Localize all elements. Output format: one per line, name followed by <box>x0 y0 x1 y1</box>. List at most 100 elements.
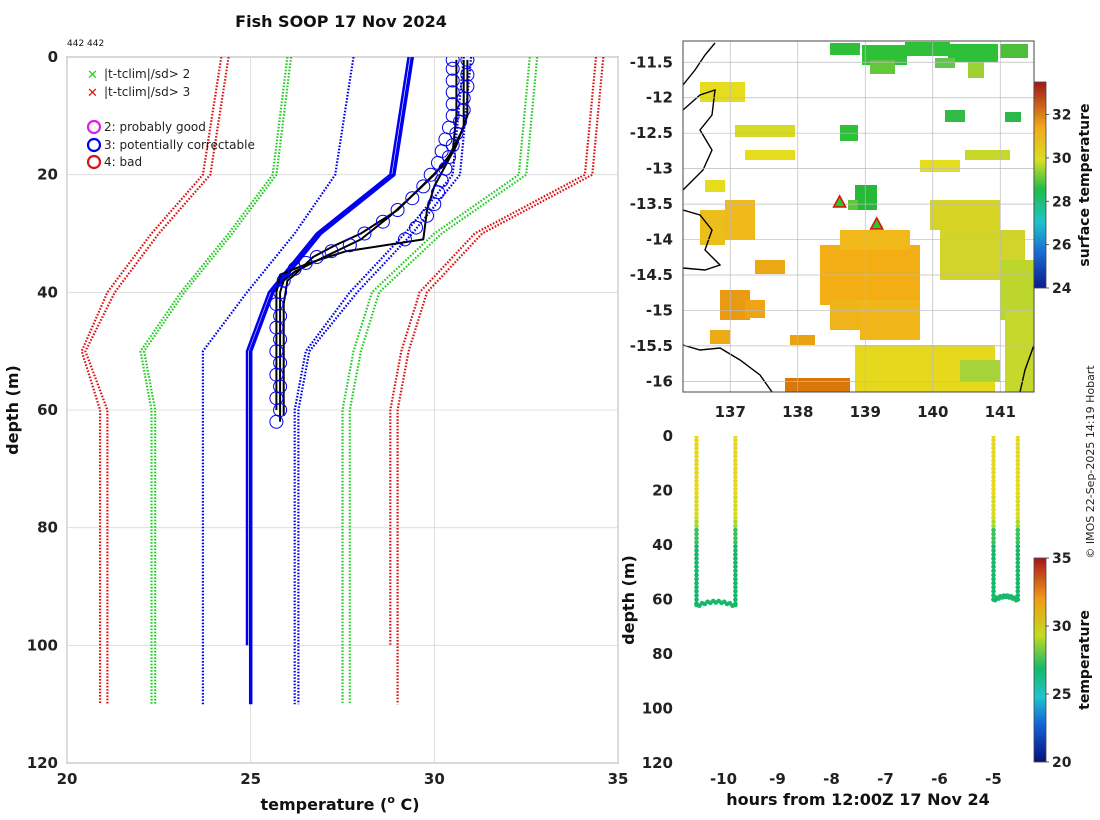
timeseries-point <box>991 584 996 590</box>
timeseries-y-tick-label: 40 <box>652 536 673 554</box>
timeseries-point <box>991 482 996 488</box>
legend-flag-4-marker <box>86 154 102 170</box>
timeseries-ticks: -10 -9 -8 -7 -6 -5 0 20 40 60 80 100 120 <box>642 427 1002 788</box>
timeseries-point <box>733 495 738 500</box>
profile-y-tick-label: 100 <box>27 636 58 654</box>
timeseries-point <box>991 519 996 525</box>
map-ticks: 137 138 139 140 141 -11.5 -12 -12.5 -13 -13.5 -14 -… <box>630 53 1016 421</box>
timeseries-point <box>1015 458 1021 463</box>
profile-ticks: 20 25 30 35 0 20 40 60 80 100 120 <box>27 48 629 788</box>
timeseries-point <box>694 544 699 549</box>
timeseries-y-axis-label: depth (m) <box>619 555 638 645</box>
profile-flagged-point <box>405 191 420 206</box>
timeseries-point <box>694 470 699 476</box>
map-colorbar-tick-label: 30 <box>1052 151 1072 167</box>
timeseries-point <box>733 593 738 598</box>
timeseries-point <box>694 458 699 463</box>
legend-criteria-1-label: |t-tclim|/sd> 2 <box>104 67 190 81</box>
timeseries-point <box>733 454 738 459</box>
timeseries-point <box>694 527 699 533</box>
count-label: 442 442 <box>67 39 104 49</box>
timeseries-point <box>694 523 699 529</box>
profile-flagged-point <box>298 255 313 270</box>
timeseries-point <box>694 531 699 537</box>
legend-criteria-1-marker: ✕ <box>87 68 98 83</box>
timeseries-x-tick-label: -6 <box>931 770 948 788</box>
profile-flagged-point <box>309 250 324 264</box>
profile-flagged-point <box>397 232 412 247</box>
timeseries-point <box>694 556 699 561</box>
timeseries-point <box>694 503 699 508</box>
timeseries-point <box>694 576 699 582</box>
timeseries-point <box>733 450 738 455</box>
timeseries-point <box>694 511 699 516</box>
timeseries-point <box>733 572 738 578</box>
timeseries-point <box>1015 495 1021 500</box>
timeseries-point <box>733 458 738 463</box>
map-gridlines <box>683 41 1034 392</box>
timeseries-point <box>1015 560 1021 565</box>
timeseries-point <box>991 470 996 476</box>
timeseries-point <box>733 474 738 480</box>
timeseries-point <box>733 602 738 608</box>
timeseries-point <box>733 535 738 541</box>
timeseries-point <box>733 486 738 492</box>
timeseries-point <box>694 478 699 484</box>
profile-x-tick-label: 25 <box>240 770 261 788</box>
timeseries-y-tick-label: 120 <box>642 754 673 772</box>
profile-y-axis-label: depth (m) <box>3 365 22 455</box>
profile-flagged-point <box>287 261 302 276</box>
timeseries-point <box>1015 584 1021 590</box>
timeseries-point <box>1015 515 1021 521</box>
profile-y-tick-label: 80 <box>37 519 58 537</box>
timeseries-point <box>733 564 738 570</box>
timeseries-point <box>991 507 996 512</box>
timeseries-point <box>694 466 699 472</box>
timeseries-point <box>1015 446 1021 451</box>
map-colorbar-tick-label: 32 <box>1052 108 1071 124</box>
profile-flagged-point <box>427 197 442 212</box>
timeseries-point <box>1015 474 1021 480</box>
profile-series-line <box>293 57 465 705</box>
timeseries-point <box>733 531 738 537</box>
timeseries-point <box>694 482 699 488</box>
map-y-tick-label: -13 <box>646 160 673 178</box>
timeseries-point <box>694 568 699 574</box>
timeseries-point <box>991 511 996 516</box>
map-y-tick-label: -14.5 <box>630 266 673 284</box>
timeseries-point <box>733 560 738 565</box>
timeseries-colorbar-label: temperature <box>1077 610 1093 710</box>
map-sst-field <box>683 41 1034 392</box>
profile-flagged-point <box>445 61 460 76</box>
timeseries-point <box>694 519 699 525</box>
profile-flagged-point <box>409 220 423 235</box>
timeseries-point <box>1015 470 1021 476</box>
timeseries-point <box>991 564 996 570</box>
profile-series-line <box>139 57 289 705</box>
profile-y-tick-label: 120 <box>27 754 58 772</box>
timeseries-point <box>694 515 699 521</box>
profile-series-line <box>279 59 458 422</box>
profile-legend: ✕ |t-tclim|/sd> 2 ✕ |t-tclim|/sd> 3 2: p… <box>86 67 255 170</box>
timeseries-point <box>694 564 699 570</box>
timeseries-point <box>733 527 738 533</box>
timeseries-point <box>991 531 996 537</box>
timeseries-point <box>991 523 996 529</box>
legend-flag-4-label: 4: bad <box>104 155 142 169</box>
profile-flagged-point <box>423 167 438 182</box>
map-xbt-marker <box>832 194 847 208</box>
timeseries-point <box>1015 589 1021 594</box>
profile-series-line <box>84 57 230 705</box>
timeseries-point <box>1015 441 1021 447</box>
timeseries-point <box>1015 519 1021 525</box>
timeseries-point <box>694 597 699 602</box>
timeseries-y-tick-label: 0 <box>663 427 673 445</box>
timeseries-point <box>991 576 996 582</box>
figure-title: Fish SOOP 17 Nov 2024 <box>235 12 447 31</box>
timeseries-point <box>1015 540 1021 545</box>
timeseries-point <box>1015 535 1021 541</box>
timeseries-point <box>694 436 699 439</box>
profile-y-tick-label: 0 <box>48 48 58 66</box>
map-y-tick-label: -12.5 <box>630 124 673 142</box>
timeseries-point <box>694 441 699 447</box>
